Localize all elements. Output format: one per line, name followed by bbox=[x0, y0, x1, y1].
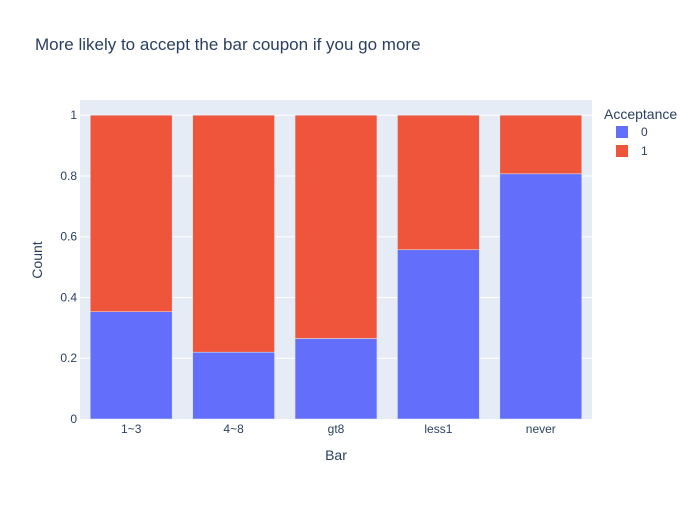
y-tick-label: 0.2 bbox=[60, 351, 77, 365]
x-tick-label: never bbox=[526, 422, 556, 436]
x-axis-ticks: 1~3 4~8 gt8 less1 never bbox=[121, 422, 556, 436]
bar-4~8-series-1 bbox=[192, 114, 275, 353]
x-tick-label: 1~3 bbox=[121, 422, 142, 436]
y-tick-label: 0.8 bbox=[60, 169, 77, 183]
bars bbox=[89, 114, 583, 420]
bar-gt8-series-1 bbox=[294, 114, 378, 339]
bar-less1-series-0 bbox=[397, 249, 480, 420]
y-axis-label: Count bbox=[29, 241, 45, 278]
legend-label[interactable]: 0 bbox=[641, 125, 648, 139]
legend-swatch[interactable] bbox=[616, 126, 628, 138]
bar-never-series-1 bbox=[499, 114, 583, 175]
legend-items: 01 bbox=[616, 125, 648, 158]
legend-swatch[interactable] bbox=[616, 145, 628, 157]
bar-4~8-series-0 bbox=[192, 351, 275, 420]
x-tick-label: less1 bbox=[424, 422, 452, 436]
x-tick-label: 4~8 bbox=[223, 422, 244, 436]
legend-title: Acceptance bbox=[604, 106, 677, 122]
chart-title: More likely to accept the bar coupon if … bbox=[35, 35, 421, 54]
bar-gt8-series-0 bbox=[294, 338, 378, 420]
y-tick-label: 1 bbox=[70, 108, 77, 122]
y-tick-label: 0.6 bbox=[60, 230, 77, 244]
legend: Acceptance 01 bbox=[604, 106, 677, 158]
bar-1~3-series-0 bbox=[89, 311, 173, 420]
x-tick-label: gt8 bbox=[328, 422, 345, 436]
y-tick-label: 0.4 bbox=[60, 290, 77, 304]
y-axis-ticks: 0 0.2 0.4 0.6 0.8 1 bbox=[60, 108, 77, 426]
x-axis-label: Bar bbox=[325, 447, 347, 463]
bar-never-series-0 bbox=[499, 173, 583, 420]
bar-less1-series-1 bbox=[397, 114, 480, 251]
y-tick-label: 0 bbox=[70, 412, 77, 426]
bar-1~3-series-1 bbox=[89, 114, 173, 313]
legend-label[interactable]: 1 bbox=[641, 144, 648, 158]
